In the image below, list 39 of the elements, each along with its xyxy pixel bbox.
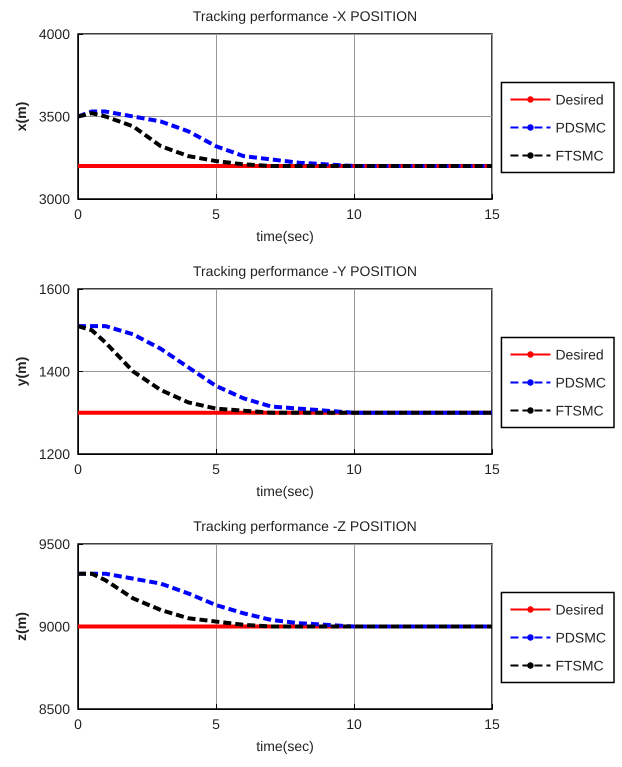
x-tick-label: 5	[212, 716, 220, 732]
x-tick-label: 5	[212, 461, 220, 477]
x-tick-label: 15	[484, 206, 500, 222]
y-tick-label: 4000	[38, 26, 70, 42]
x-tick-label: 0	[74, 461, 82, 477]
y-tick-label: 9000	[38, 618, 70, 634]
chart-title: Tracking performance -Z POSITION	[193, 518, 417, 534]
y-tick-label: 1600	[38, 281, 70, 297]
x-tick-label: 15	[484, 716, 500, 732]
y-tick-label: 1400	[38, 364, 70, 380]
legend-label: PDSMC	[555, 120, 606, 136]
y-tick-label: 8500	[38, 701, 70, 717]
x-tick-label: 10	[346, 716, 362, 732]
y-tick-label: 3500	[38, 108, 70, 124]
y-axis-title: x(m)	[12, 102, 29, 132]
x-axis-title: time(sec)	[256, 228, 314, 244]
legend-label: Desired	[555, 346, 604, 362]
y-tick-label: 9500	[38, 536, 70, 552]
legend-label: FTSMC	[555, 148, 604, 164]
legend-label: FTSMC	[555, 658, 604, 674]
x-tick-label: 15	[484, 461, 500, 477]
x-tick-label: 10	[346, 206, 362, 222]
x-tick-label: 10	[346, 461, 362, 477]
legend-label: PDSMC	[555, 630, 606, 646]
x-tick-label: 0	[74, 716, 82, 732]
chart-title: Tracking performance -Y POSITION	[192, 263, 418, 279]
x-axis-title: time(sec)	[256, 483, 314, 499]
y-axis-title: y(m)	[12, 356, 29, 386]
legend-label: Desired	[555, 92, 604, 108]
y-tick-label: 3000	[38, 191, 70, 207]
x-axis-title: time(sec)	[256, 738, 314, 754]
x-tick-label: 5	[212, 206, 220, 222]
x-tick-label: 0	[74, 206, 82, 222]
y-axis-title: z(m)	[12, 612, 29, 641]
legend-label: PDSMC	[555, 374, 606, 390]
legend-label: FTSMC	[555, 402, 604, 418]
legend-label: Desired	[555, 602, 604, 618]
y-tick-label: 1200	[38, 446, 70, 462]
chart-title: Tracking performance -X POSITION	[192, 8, 418, 24]
